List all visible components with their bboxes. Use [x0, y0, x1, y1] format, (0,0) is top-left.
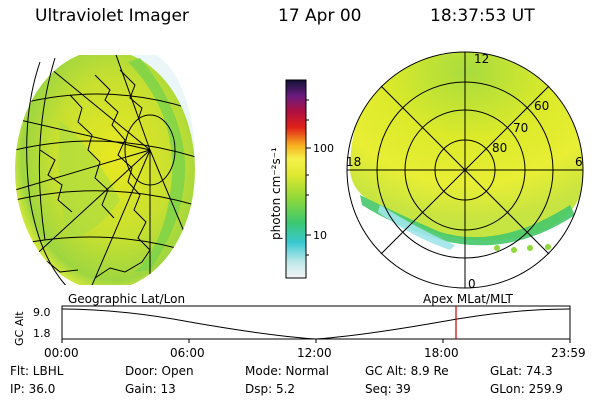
filter-status: Flt: LBHL: [10, 364, 64, 378]
glat-status: GLat: 74.3: [490, 364, 553, 378]
mlt-0-label: 0: [468, 277, 476, 291]
xtick-0600: 06:00: [170, 346, 205, 360]
date-label: 17 Apr 00: [278, 6, 362, 26]
gain-status: Gain: 13: [125, 382, 176, 396]
ytick-1-8: 1.8: [33, 327, 51, 340]
ip-status: IP: 36.0: [10, 382, 56, 396]
dsp-status: Dsp: 5.2: [245, 382, 296, 396]
colorbar: 100 10 photon cm⁻²s⁻¹: [269, 79, 334, 279]
ytick-9: 9.0: [33, 306, 51, 319]
lat-80-label: 80: [492, 141, 507, 155]
colorbar-tick-100: 100: [313, 142, 334, 155]
mlt-12-label: 12: [474, 52, 489, 66]
apex-label: Apex MLat/MLT: [423, 292, 513, 306]
door-status: Door: Open: [125, 364, 194, 378]
timeline-axis-title: GC Alt: [13, 311, 26, 346]
altitude-timeline: GC Alt: [13, 305, 571, 346]
xtick-1800: 18:00: [424, 346, 459, 360]
lat-60-label: 60: [534, 99, 549, 113]
instrument-title: Ultraviolet Imager: [35, 6, 189, 26]
xtick-0000: 00:00: [44, 346, 79, 360]
mode-status: Mode: Normal: [245, 364, 329, 378]
seq-status: Seq: 39: [365, 382, 411, 396]
time-label: 18:37:53 UT: [430, 6, 535, 26]
mlt-6-label: 6: [575, 155, 583, 169]
xtick-2359: 23:59: [551, 346, 586, 360]
lat-70-label: 70: [513, 121, 528, 135]
polar-plot: 12 18 6 0 60 70 80: [346, 51, 584, 291]
earth-image: [15, 55, 195, 285]
mlt-18-label: 18: [346, 155, 361, 169]
gc-alt-status: GC Alt: 8.9 Re: [365, 364, 449, 378]
glon-status: GLon: 259.9: [490, 382, 563, 396]
colorbar-tick-10: 10: [313, 229, 327, 242]
xtick-1200: 12:00: [297, 346, 332, 360]
geographic-label: Geographic Lat/Lon: [68, 292, 186, 306]
colorbar-unit-label: photon cm⁻²s⁻¹: [269, 147, 283, 240]
